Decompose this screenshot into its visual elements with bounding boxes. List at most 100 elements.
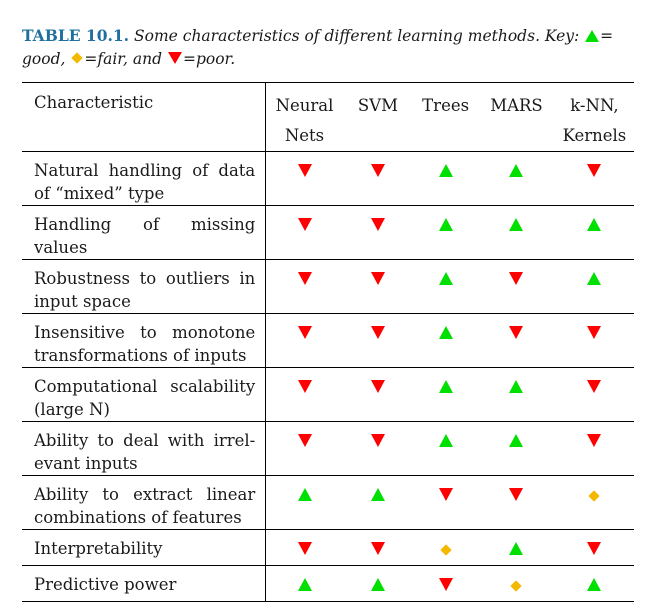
poor-triangle-icon [438,578,453,591]
rating-cell [266,530,343,566]
rating-cell [478,314,555,368]
good-triangle-icon [438,164,453,177]
poor-triangle-icon [587,164,602,177]
rating-cell [555,206,634,260]
rating-cell [413,368,478,422]
poor-triangle-icon [370,164,385,177]
poor-triangle-icon [509,272,524,285]
poor-triangle-icon [370,326,385,339]
rating-cell [478,476,555,530]
table-row: Predictive power [22,565,634,602]
poor-triangle-icon [370,218,385,231]
rating-cell [478,368,555,422]
characteristic-cell: Natural handling of data of “mixed” type [22,151,267,206]
characteristic-cell: Robustness to outliers in input space [22,259,267,314]
method-header-knn-kernels: k-NN, Kernels [562,96,627,145]
good-triangle-icon [587,272,602,285]
poor-triangle-icon [587,542,602,555]
rating-cell [266,368,343,422]
rating-cell [343,566,413,602]
caption-poor-key: =poor. [182,50,236,68]
good-triangle-icon [509,218,524,231]
rating-cell [266,152,343,206]
rating-cell [343,152,413,206]
rating-cell [413,260,478,314]
table-caption: TABLE 10.1. Some characteristics of diff… [22,24,640,71]
table-row: Computational scalability (large N) [22,367,634,422]
rating-cell [478,206,555,260]
rating-cell [478,422,555,476]
rating-cell [478,152,555,206]
rating-cell [555,314,634,368]
caption-text: Some characteristics of different learni… [134,27,580,45]
caption-good-key: = good, [22,27,614,68]
fair-diamond-icon [71,52,84,64]
poor-triangle-icon [438,488,453,501]
poor-triangle-icon [370,380,385,393]
poor-triangle-icon [370,272,385,285]
caption-fair-key: =fair, and [84,50,163,68]
poor-triangle-icon [587,380,602,393]
characteristic-cell: Predictive power [22,565,267,602]
good-triangle-icon [587,218,602,231]
rating-cell [555,476,634,530]
table-row: Handling of missing values [22,205,634,260]
method-header-mars: MARS [490,96,543,115]
fair-diamond-icon [510,580,523,592]
good-triangle-icon [438,272,453,285]
table-row: Insensitive to monotone transformations … [22,313,634,368]
characteristic-cell: Ability to deal with irrel-evant inputs [22,421,267,476]
table-row: Interpretability [22,529,634,566]
good-triangle-icon [585,30,600,42]
poor-triangle-icon [297,218,312,231]
good-triangle-icon [297,578,312,591]
table-row: Ability to extract linear combinations o… [22,475,634,530]
rating-cell [478,260,555,314]
good-triangle-icon [509,164,524,177]
poor-triangle-icon [370,434,385,447]
good-triangle-icon [438,326,453,339]
rating-cell [343,530,413,566]
rating-cell [266,260,343,314]
characteristic-cell: Insensitive to monotone transformations … [22,313,267,368]
table-row: Natural handling of data of “mixed” type [22,151,634,206]
good-triangle-icon [509,542,524,555]
fair-diamond-icon [588,490,601,502]
rating-cell [343,476,413,530]
poor-triangle-icon [587,326,602,339]
poor-triangle-icon [297,542,312,555]
rating-cell [413,476,478,530]
rating-cell [555,368,634,422]
good-triangle-icon [509,380,524,393]
poor-triangle-icon [587,434,602,447]
poor-triangle-icon [297,326,312,339]
rating-cell [266,422,343,476]
rating-cell [555,152,634,206]
rating-cell [413,422,478,476]
rating-cell [478,566,555,602]
rating-cell [413,530,478,566]
good-triangle-icon [438,218,453,231]
rating-cell [343,314,413,368]
poor-triangle-icon [297,164,312,177]
fair-diamond-icon [439,544,452,556]
poor-triangle-icon [509,326,524,339]
good-triangle-icon [438,380,453,393]
poor-triangle-icon [297,434,312,447]
rating-cell [266,314,343,368]
table-row: Ability to deal with irrel-evant inputs [22,421,634,476]
table-row: Robustness to outliers in input space [22,259,634,314]
characteristic-cell: Handling of missing values [22,205,267,260]
rating-cell [478,530,555,566]
header-row: Characteristic Neural Nets SVM Trees MARS… [22,82,634,152]
good-triangle-icon [438,434,453,447]
rating-cell [266,206,343,260]
characteristic-cell: Ability to extract linear combinations o… [22,475,267,530]
rating-cell [343,368,413,422]
characteristic-cell: Computational scalability (large N) [22,367,267,422]
characteristic-cell: Interpretability [22,529,267,566]
rating-cell [413,314,478,368]
poor-triangle-icon [297,272,312,285]
method-header-trees: Trees [422,96,470,115]
rating-cell [343,206,413,260]
